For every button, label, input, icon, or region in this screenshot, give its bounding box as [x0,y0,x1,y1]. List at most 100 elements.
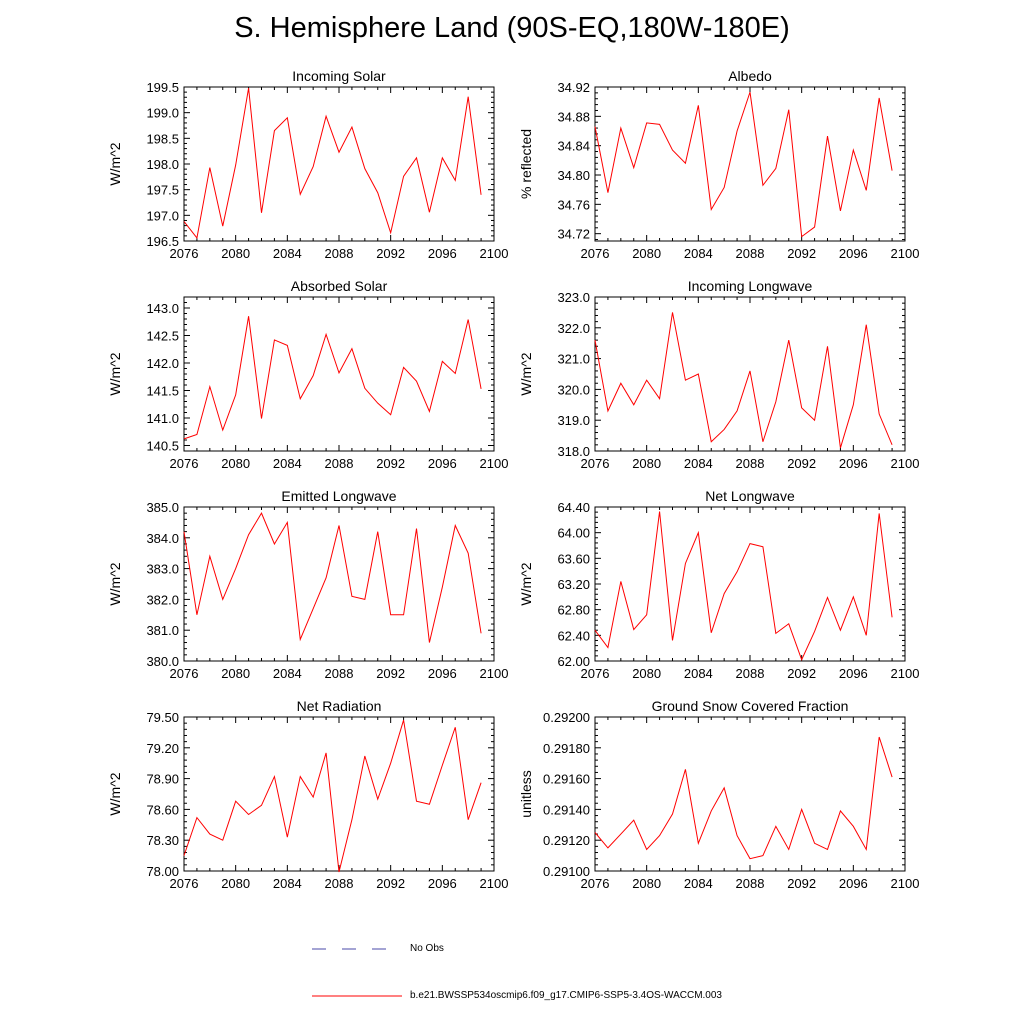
y-tick-label: 323.0 [557,290,590,305]
x-tick-label: 2100 [891,876,920,891]
x-tick-label: 2084 [684,456,713,471]
x-tick-label: 2096 [839,456,868,471]
panel-title: Net Radiation [297,698,382,714]
y-tick-label: 62.40 [557,628,590,643]
x-tick-label: 2084 [684,666,713,681]
plot-frame [183,86,495,242]
y-tick-label: 0.29140 [543,802,590,817]
y-tick-label: 34.92 [557,80,590,95]
series-line [183,512,482,643]
y-tick-label: 140.5 [146,439,179,454]
x-tick-label: 2088 [325,666,354,681]
y-tick-label: 78.90 [146,772,179,787]
x-tick-label: 2092 [376,246,405,261]
x-tick-label: 2096 [428,666,457,681]
y-tick-label: 0.29180 [543,741,590,756]
x-tick-label: 2080 [632,666,661,681]
plot-frame [594,86,906,242]
y-tick-label: 383.0 [146,562,179,577]
legend [312,948,402,997]
x-tick-label: 2092 [376,456,405,471]
panel-incoming-longwave: Incoming Longwave W/m^2 2076 2080 2084 2088 20… [518,278,919,471]
x-tick-label: 2092 [376,666,405,681]
y-tick-label: 384.0 [146,531,179,546]
x-tick-label: 2100 [891,456,920,471]
y-tick-label: 0.29160 [543,772,590,787]
x-tick-label: 2096 [428,456,457,471]
x-tick-label: 2096 [839,666,868,681]
x-tick-label: 2088 [325,246,354,261]
x-tick-label: 2100 [480,456,509,471]
y-axis-label: W/m^2 [107,142,123,185]
x-tick-label: 2100 [480,246,509,261]
x-tick-label: 2096 [839,876,868,891]
panel-title: Net Longwave [705,488,795,504]
y-tick-label: 0.29200 [543,710,590,725]
y-tick-label: 197.5 [146,183,179,198]
y-tick-label: 143.0 [146,301,179,316]
y-tick-label: 78.60 [146,802,179,817]
y-axis-label: % reflected [518,129,534,199]
x-tick-label: 2100 [891,246,920,261]
panel-net-radiation: Net Radiation W/m^2 2076 2080 2084 2088 2092 20… [107,698,508,891]
y-tick-label: 142.5 [146,329,179,344]
y-tick-label: 64.00 [557,526,590,541]
y-tick-label: 34.88 [557,109,590,124]
y-tick-label: 62.00 [557,654,590,669]
series-line [594,91,893,238]
y-tick-label: 78.30 [146,833,179,848]
y-tick-label: 141.5 [146,384,179,399]
panel-net-longwave: Net Longwave W/m^2 2076 2080 2084 2088 2092 209… [518,488,919,681]
x-tick-label: 2088 [736,876,765,891]
y-tick-label: 79.50 [146,710,179,725]
x-tick-label: 2076 [581,876,610,891]
y-tick-label: 321.0 [557,352,590,367]
series-line [594,736,893,860]
y-tick-label: 34.80 [557,168,590,183]
panel-title: Albedo [728,68,772,84]
x-tick-label: 2092 [787,246,816,261]
y-axis-label: W/m^2 [107,562,123,605]
x-tick-label: 2088 [325,876,354,891]
y-tick-label: 199.5 [146,80,179,95]
y-tick-label: 142.0 [146,356,179,371]
x-tick-label: 2080 [221,246,250,261]
x-tick-label: 2092 [376,876,405,891]
x-tick-label: 2100 [480,876,509,891]
y-tick-label: 318.0 [557,444,590,459]
x-tick-label: 2092 [787,456,816,471]
x-tick-label: 2080 [632,456,661,471]
x-tick-label: 2076 [170,456,199,471]
panel-incoming-solar: Incoming Solar W/m^2 2076 2080 2084 2088 2092 2… [107,68,508,261]
x-tick-label: 2080 [632,246,661,261]
y-axis-label: W/m^2 [107,352,123,395]
legend-model-label: b.e21.BWSSP534oscmip6.f09_g17.CMIP6-SSP5… [410,990,722,1001]
y-tick-label: 34.72 [557,227,590,242]
legend-obs-label: No Obs [410,943,444,954]
y-tick-label: 199.0 [146,106,179,121]
y-tick-label: 381.0 [146,623,179,638]
y-tick-label: 322.0 [557,321,590,336]
series-line [183,719,482,873]
x-tick-label: 2088 [736,666,765,681]
plot-frame [594,716,906,872]
x-tick-label: 2076 [581,456,610,471]
y-tick-label: 34.84 [557,139,590,154]
x-tick-label: 2092 [787,876,816,891]
y-axis-label: W/m^2 [518,352,534,395]
panel-absorbed-solar: Absorbed Solar W/m^2 2076 2080 2084 2088 2092 2… [107,278,508,471]
y-axis-label: W/m^2 [518,562,534,605]
x-tick-label: 2076 [581,666,610,681]
x-tick-label: 2088 [736,246,765,261]
panel-title: Ground Snow Covered Fraction [652,698,849,714]
series-line [594,312,893,449]
panel-title: Emitted Longwave [281,488,396,504]
series-line [594,511,893,662]
x-tick-label: 2088 [736,456,765,471]
x-tick-label: 2084 [684,246,713,261]
y-tick-label: 34.76 [557,197,590,212]
x-tick-label: 2088 [325,456,354,471]
y-tick-label: 63.60 [557,551,590,566]
x-tick-label: 2080 [221,456,250,471]
